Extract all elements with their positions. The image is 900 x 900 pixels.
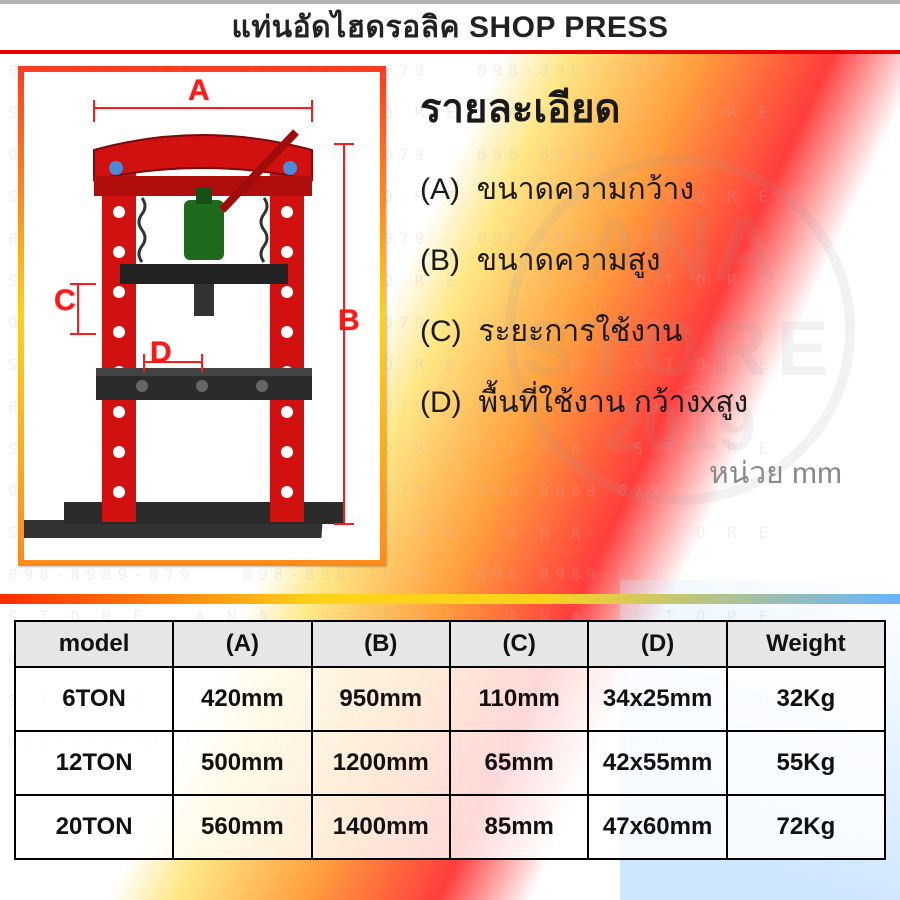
table-row: 12TON500mm1200mm65mm42x55mm55Kg bbox=[15, 731, 885, 795]
detail-text: พื้นที่ใช้งาน กว้างxสูง bbox=[478, 386, 748, 419]
detail-text: ขนาดความสูง bbox=[477, 244, 661, 277]
table-cell: 32Kg bbox=[727, 667, 885, 731]
diagram-frame: A B C D bbox=[18, 66, 386, 566]
table-cell: 20TON bbox=[15, 795, 173, 859]
table-cell: 42x55mm bbox=[588, 731, 726, 795]
table-cell: 950mm bbox=[312, 667, 450, 731]
detail-key: (B) bbox=[420, 244, 460, 277]
table-cell: 1400mm bbox=[312, 795, 450, 859]
details-panel: รายละเอียด (A) ขนาดความกว้าง (B) ขนาดควา… bbox=[386, 66, 882, 586]
gradient-divider bbox=[0, 594, 900, 604]
detail-key: (D) bbox=[420, 386, 462, 419]
table-cell: 6TON bbox=[15, 667, 173, 731]
detail-row-d: (D) พื้นที่ใช้งาน กว้างxสูง bbox=[420, 379, 882, 426]
detail-text: ระยะการใช้งาน bbox=[478, 315, 682, 348]
detail-key: (A) bbox=[420, 173, 460, 206]
table-row: 6TON420mm950mm110mm34x25mm32Kg bbox=[15, 667, 885, 731]
spec-table-wrap: model (A) (B) (C) (D) Weight 6TON420mm95… bbox=[0, 604, 900, 870]
header-bar: แท่นอัดไฮดรอลิค SHOP PRESS bbox=[0, 0, 900, 54]
dim-label-b: B bbox=[338, 304, 360, 338]
table-cell: 500mm bbox=[173, 731, 311, 795]
col-model: model bbox=[15, 621, 173, 667]
table-cell: 85mm bbox=[450, 795, 588, 859]
col-d: (D) bbox=[588, 621, 726, 667]
table-cell: 110mm bbox=[450, 667, 588, 731]
detail-key: (C) bbox=[420, 315, 462, 348]
detail-row-a: (A) ขนาดความกว้าง bbox=[420, 166, 882, 213]
table-cell: 72Kg bbox=[727, 795, 885, 859]
table-cell: 420mm bbox=[173, 667, 311, 731]
spec-table: model (A) (B) (C) (D) Weight 6TON420mm95… bbox=[14, 620, 886, 860]
table-cell: 12TON bbox=[15, 731, 173, 795]
dim-label-c: C bbox=[54, 284, 76, 318]
table-cell: 34x25mm bbox=[588, 667, 726, 731]
table-cell: 47x60mm bbox=[588, 795, 726, 859]
table-cell: 55Kg bbox=[727, 731, 885, 795]
col-a: (A) bbox=[173, 621, 311, 667]
table-cell: 1200mm bbox=[312, 731, 450, 795]
unit-note: หน่วย mm bbox=[420, 450, 882, 497]
col-b: (B) bbox=[312, 621, 450, 667]
page-title: แท่นอัดไฮดรอลิค SHOP PRESS bbox=[232, 4, 669, 51]
dim-label-d: D bbox=[150, 336, 172, 370]
table-row: 20TON560mm1400mm85mm47x60mm72Kg bbox=[15, 795, 885, 859]
detail-row-c: (C) ระยะการใช้งาน bbox=[420, 308, 882, 355]
diagram: A B C D bbox=[24, 72, 380, 560]
detail-row-b: (B) ขนาดความสูง bbox=[420, 237, 882, 284]
col-weight: Weight bbox=[727, 621, 885, 667]
details-title: รายละเอียด bbox=[420, 76, 882, 140]
table-cell: 65mm bbox=[450, 731, 588, 795]
shop-press-illustration bbox=[24, 72, 380, 560]
table-header-row: model (A) (B) (C) (D) Weight bbox=[15, 621, 885, 667]
col-c: (C) bbox=[450, 621, 588, 667]
detail-text: ขนาดความกว้าง bbox=[477, 173, 694, 206]
content-row: A B C D รายละเอียด (A) ขนาดความกว้าง (B)… bbox=[0, 54, 900, 594]
dim-label-a: A bbox=[188, 74, 210, 108]
table-cell: 560mm bbox=[173, 795, 311, 859]
